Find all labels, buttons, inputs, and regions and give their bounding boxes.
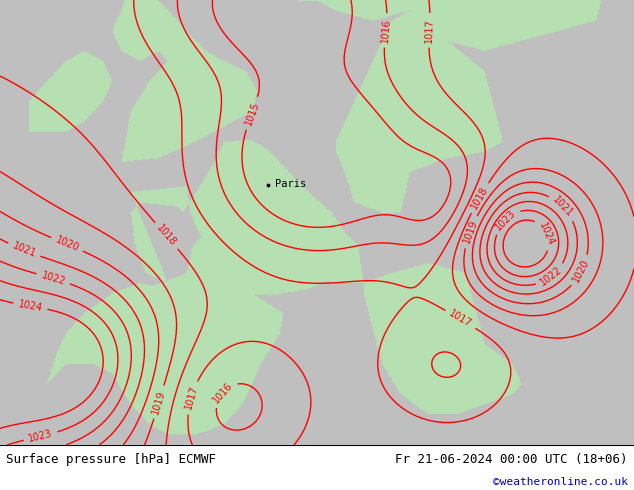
Text: 1021: 1021 [551,195,575,219]
Text: 1022: 1022 [538,265,564,288]
Text: ©weatheronline.co.uk: ©weatheronline.co.uk [493,477,628,487]
Text: 1020: 1020 [571,258,592,284]
Text: 1018: 1018 [155,223,178,248]
Text: Surface pressure [hPa] ECMWF: Surface pressure [hPa] ECMWF [6,453,216,466]
Text: 1017: 1017 [448,309,474,330]
Text: 1019: 1019 [461,219,479,245]
Text: 1016: 1016 [380,18,392,43]
Text: Fr 21-06-2024 00:00 UTC (18+06): Fr 21-06-2024 00:00 UTC (18+06) [395,453,628,466]
Text: 1018: 1018 [469,185,490,211]
Text: 1016: 1016 [211,380,235,405]
Text: 1024: 1024 [18,299,44,313]
Text: 1021: 1021 [11,241,37,259]
Text: 1023: 1023 [27,429,54,444]
Text: 1017: 1017 [183,385,200,411]
Text: 1019: 1019 [151,389,167,416]
Text: 1015: 1015 [243,100,261,126]
Text: 1023: 1023 [493,208,518,232]
Text: Paris: Paris [275,179,306,189]
Text: 1024: 1024 [537,220,556,247]
Text: 1017: 1017 [424,18,435,43]
Text: 1020: 1020 [54,235,81,254]
Text: 1022: 1022 [40,270,67,287]
